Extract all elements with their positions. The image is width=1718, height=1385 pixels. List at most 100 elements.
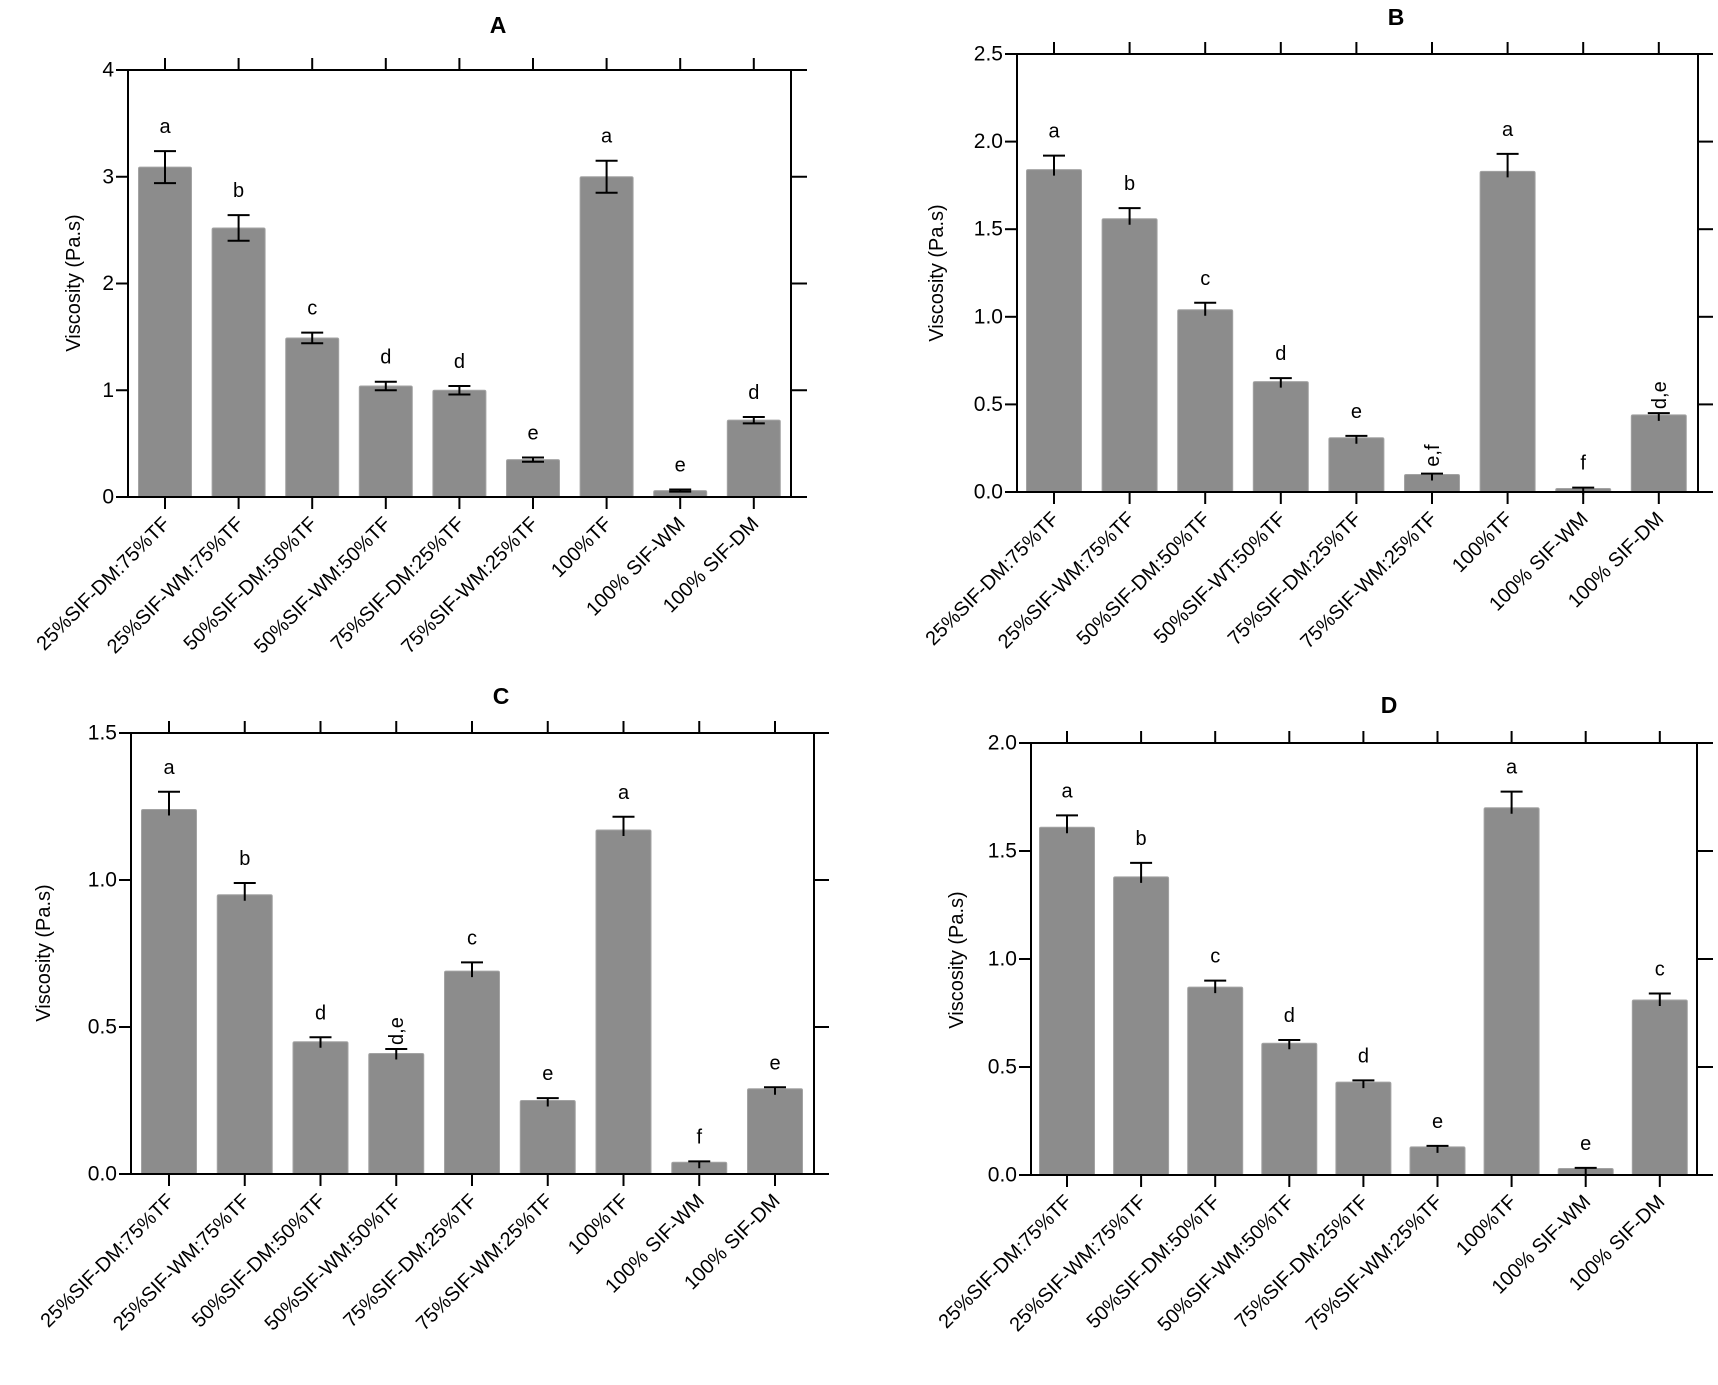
x-category-label: 75%SIF-WM:25%TF (1302, 1191, 1447, 1336)
y-tick-label: 0.0 (988, 1164, 1017, 1187)
bar (358, 385, 413, 498)
error-bar (536, 1097, 559, 1107)
y-tick-label: 1.5 (974, 218, 1003, 241)
significance-label: a (1502, 119, 1514, 141)
significance-label: c (467, 927, 477, 949)
significance-label: a (159, 116, 171, 138)
error-bar (448, 384, 471, 396)
significance-label: f (1580, 453, 1586, 475)
bar (1630, 414, 1687, 493)
error-bar (158, 790, 180, 816)
bar (1335, 1081, 1392, 1176)
error-bar (1421, 472, 1443, 481)
significance-label: d (1284, 1005, 1295, 1027)
error-bar (1118, 207, 1141, 225)
error-bar (1278, 1039, 1301, 1050)
error-bar (1130, 861, 1153, 883)
error-bar (522, 456, 544, 463)
error-bar (1204, 979, 1227, 994)
error-bar (154, 150, 176, 185)
y-tick-label: 2 (102, 272, 114, 295)
significance-label: d,e (1649, 381, 1671, 409)
x-category-label: 25%SIF-DM:75%TF (36, 1190, 178, 1332)
bar (1039, 826, 1095, 1176)
x-category-label: 50%SIF-DM:50%TF (1073, 508, 1215, 650)
error-bar (669, 488, 692, 493)
x-category-label: 50%SIF-WM:50%TF (250, 513, 395, 658)
error-bar (1647, 412, 1670, 421)
bar (519, 1100, 576, 1175)
y-tick-label: 2.0 (974, 130, 1003, 153)
panel-d: D Viscosity (Pa.s) a b c d d e a e c 0.0 0.5 1.0 1.5… (934, 692, 1713, 1336)
panel-a: A Viscosity (Pa.s) a b c d d e a e d 0 1 2 3 4 25%SIF-… (32, 12, 807, 658)
error-bar (461, 961, 483, 978)
y-tick-label: 1.0 (988, 948, 1017, 971)
y-axis-label: Viscosity (Pa.s) (946, 891, 968, 1028)
bar (444, 970, 500, 1175)
y-tick-label: 3 (102, 165, 114, 188)
bar (1479, 170, 1536, 493)
y-tick-label: 0.0 (88, 1163, 117, 1186)
error-bar (1194, 301, 1217, 316)
bar (1187, 986, 1244, 1176)
x-category-label: 25%SIF-WM:75%TF (109, 1190, 254, 1335)
error-bar (1500, 790, 1523, 814)
bar (1631, 999, 1688, 1176)
error-bar (374, 380, 397, 392)
x-category-label: 50%SIF-WT:50%TF (1150, 508, 1291, 649)
significance-label: f (696, 1126, 702, 1148)
x-category-label: 25%SIF-WM:75%TF (103, 513, 248, 658)
significance-label: e (1580, 1133, 1591, 1155)
x-category-label: 25%SIF-WM:75%TF (994, 508, 1139, 653)
error-bar (1648, 992, 1671, 1007)
y-tick-label: 2.0 (988, 732, 1017, 755)
significance-label: a (1061, 780, 1073, 802)
significance-label: d (315, 1002, 326, 1024)
y-axis-label: Viscosity (Pa.s) (33, 884, 55, 1021)
error-bar (1496, 152, 1519, 178)
significance-label: b (1136, 828, 1147, 850)
significance-label: d,e (386, 1017, 408, 1045)
bar (216, 894, 273, 1175)
x-category-label: 75%SIF-WM:25%TF (1296, 508, 1441, 653)
panel-title: C (493, 683, 510, 709)
bar (579, 176, 634, 498)
error-bar (309, 1036, 332, 1048)
significance-label: e (769, 1052, 780, 1074)
bar (285, 337, 340, 498)
bar (141, 808, 197, 1175)
y-tick-label: 1 (102, 379, 114, 402)
panel-title: D (1381, 692, 1398, 718)
significance-label: b (239, 848, 250, 870)
y-tick-label: 0.0 (974, 481, 1003, 504)
x-category-label: 25%SIF-DM:75%TF (32, 513, 174, 655)
significance-label: d (380, 347, 391, 369)
significance-label: d (454, 351, 465, 373)
x-category-label: 25%SIF-DM:75%TF (934, 1191, 1076, 1333)
bar (432, 389, 487, 498)
error-bar (1345, 434, 1368, 444)
y-tick-label: 1.0 (974, 305, 1003, 328)
bar (1261, 1042, 1318, 1176)
bar (726, 419, 781, 498)
y-tick-label: 0.5 (88, 1016, 117, 1039)
y-axis-label: Viscosity (Pa.s) (926, 204, 948, 341)
bar (595, 829, 652, 1175)
error-bar (1352, 1079, 1375, 1089)
significance-label: a (1506, 757, 1518, 779)
error-bar (1574, 1166, 1597, 1175)
error-bar (764, 1086, 786, 1095)
error-bar (1043, 154, 1065, 176)
bar (1113, 876, 1170, 1176)
x-category-label: 75%SIF-DM:25%TF (1224, 508, 1366, 650)
bar (1101, 218, 1158, 493)
error-bar (688, 1160, 711, 1169)
error-bar (742, 415, 765, 425)
panel-b: B Viscosity (Pa.s) a b c d e e,f a f d,e 0.0 0.5 1.… (921, 4, 1713, 653)
significance-label: c (1210, 946, 1220, 968)
x-category-label: 75%SIF-DM:25%TF (1231, 1191, 1373, 1333)
y-tick-label: 0.5 (988, 1056, 1017, 1079)
x-category-label: 50%SIF-DM:50%TF (188, 1190, 330, 1332)
significance-label: e (675, 455, 686, 477)
